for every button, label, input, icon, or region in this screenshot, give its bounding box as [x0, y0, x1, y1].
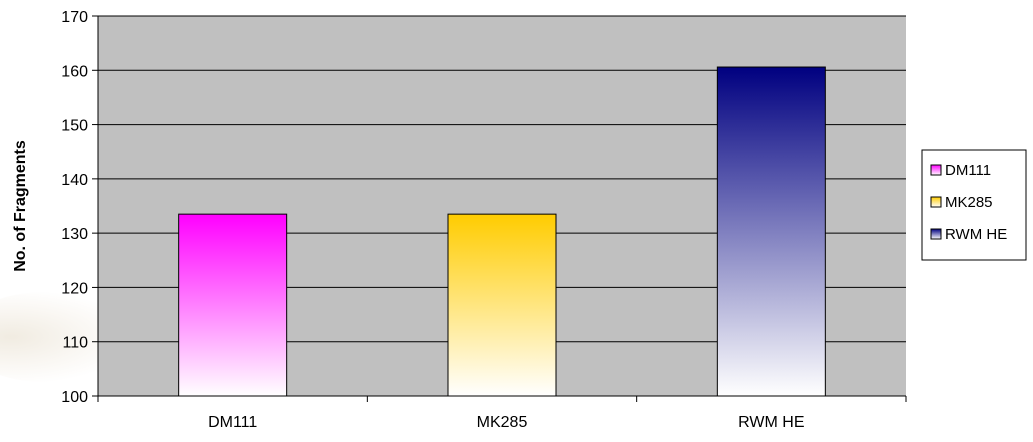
y-tick-label: 130 [61, 226, 88, 243]
legend-label: RWM HE [945, 226, 1007, 243]
legend-label: MK285 [945, 194, 993, 211]
bar-rwm-he [716, 66, 826, 397]
axes [92, 15, 907, 402]
x-tick-label: RWM HE [738, 414, 804, 431]
x-tick-labels: DM111 MK285 RWM HE [208, 414, 804, 431]
y-axis-title: No. of Fragments [12, 140, 29, 272]
y-tick-label: 170 [61, 9, 88, 26]
y-tick-label: 120 [61, 280, 88, 297]
legend-swatch [930, 228, 942, 240]
y-tick-label: 140 [61, 172, 88, 189]
bars [178, 66, 826, 397]
bar-dm111 [178, 213, 288, 397]
y-tick-labels: 100 110 120 130 140 150 160 170 [61, 9, 88, 406]
legend-swatch [930, 196, 942, 208]
y-tick-label: 110 [62, 335, 88, 352]
x-tick-label: DM111 [208, 414, 257, 431]
y-tick-label: 100 [61, 389, 88, 406]
bar-mk285 [447, 213, 557, 397]
legend-label: DM111 [945, 162, 991, 179]
legend: DM111 MK285 RWM HE [921, 149, 1027, 261]
x-tick-label: MK285 [477, 414, 528, 431]
y-tick-label: 160 [61, 63, 88, 80]
legend-swatch [930, 164, 942, 176]
y-tick-label: 150 [61, 118, 88, 135]
